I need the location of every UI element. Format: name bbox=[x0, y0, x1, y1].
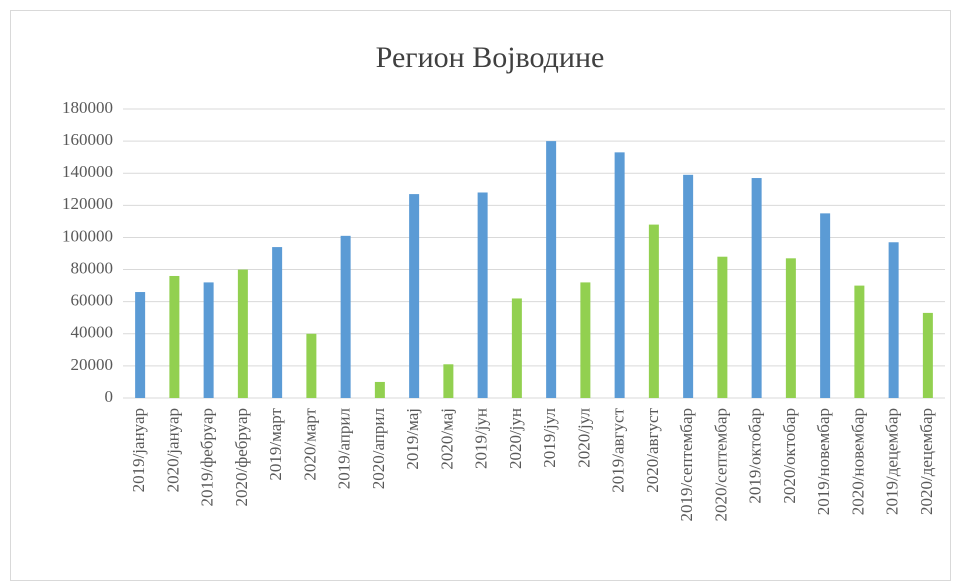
x-tick-label: 2019/фебруар bbox=[198, 408, 217, 507]
bar bbox=[443, 364, 454, 398]
x-tick-label: 2020/април bbox=[369, 407, 388, 489]
bar bbox=[169, 275, 180, 398]
x-tick-label: 2020/јануар bbox=[163, 408, 182, 492]
y-tick-label: 160000 bbox=[62, 130, 113, 149]
chart-title: Регион Војводине bbox=[376, 41, 605, 74]
y-tick-label: 60000 bbox=[71, 291, 114, 310]
x-tick-label: 2019/април bbox=[335, 407, 354, 489]
x-tick-label: 2020/јун bbox=[506, 408, 525, 469]
bar bbox=[272, 247, 283, 398]
bar bbox=[511, 298, 522, 398]
x-tick-label: 2019/јул bbox=[540, 407, 559, 467]
bar bbox=[785, 258, 796, 398]
x-tick-label: 2019/јун bbox=[472, 408, 491, 469]
bar bbox=[237, 269, 248, 398]
y-tick-label: 0 bbox=[105, 387, 114, 406]
bar bbox=[751, 178, 762, 398]
x-tick-label: 2019/март bbox=[266, 407, 285, 480]
y-tick-label: 120000 bbox=[62, 194, 113, 213]
y-tick-label: 20000 bbox=[71, 355, 114, 374]
x-tick-label: 2019/септембар bbox=[677, 408, 696, 522]
y-tick-label: 180000 bbox=[62, 98, 113, 117]
x-tick-label: 2019/август bbox=[609, 407, 628, 492]
y-tick-label: 140000 bbox=[62, 162, 113, 181]
bar bbox=[820, 213, 831, 398]
bar bbox=[203, 282, 214, 398]
bar bbox=[340, 235, 351, 398]
bar bbox=[306, 333, 317, 398]
bar bbox=[888, 242, 899, 398]
x-tick-label: 2020/фебруар bbox=[232, 408, 251, 507]
x-tick-label: 2020/октобар bbox=[780, 408, 799, 504]
y-tick-label: 80000 bbox=[71, 258, 114, 277]
bar bbox=[374, 381, 385, 398]
y-tick-label: 40000 bbox=[71, 323, 114, 342]
x-tick-label: 2019/новембар bbox=[814, 408, 833, 515]
bar bbox=[546, 141, 557, 398]
bar bbox=[580, 282, 591, 398]
bar bbox=[683, 174, 694, 398]
x-tick-label: 2019/децембар bbox=[883, 408, 902, 515]
x-tick-label: 2020/децембар bbox=[917, 408, 936, 515]
bar bbox=[135, 292, 146, 398]
x-tick-label: 2020/септембар bbox=[711, 408, 730, 522]
x-tick-label: 2020/мај bbox=[437, 408, 456, 470]
bar bbox=[854, 285, 865, 398]
x-tick-label: 2020/новембар bbox=[848, 408, 867, 515]
x-tick-label: 2019/јануар bbox=[129, 408, 148, 492]
y-tick-label: 100000 bbox=[62, 226, 113, 245]
bar bbox=[648, 224, 659, 398]
x-tick-label: 2020/март bbox=[300, 407, 319, 480]
bar bbox=[922, 312, 933, 398]
bar bbox=[477, 192, 488, 398]
bar bbox=[614, 152, 625, 398]
x-tick-label: 2019/мај bbox=[403, 408, 422, 470]
bar bbox=[717, 256, 728, 398]
x-tick-label: 2020/јул bbox=[574, 407, 593, 467]
x-tick-label: 2019/октобар bbox=[746, 408, 765, 504]
bar bbox=[409, 194, 420, 398]
x-tick-label: 2020/август bbox=[643, 407, 662, 492]
